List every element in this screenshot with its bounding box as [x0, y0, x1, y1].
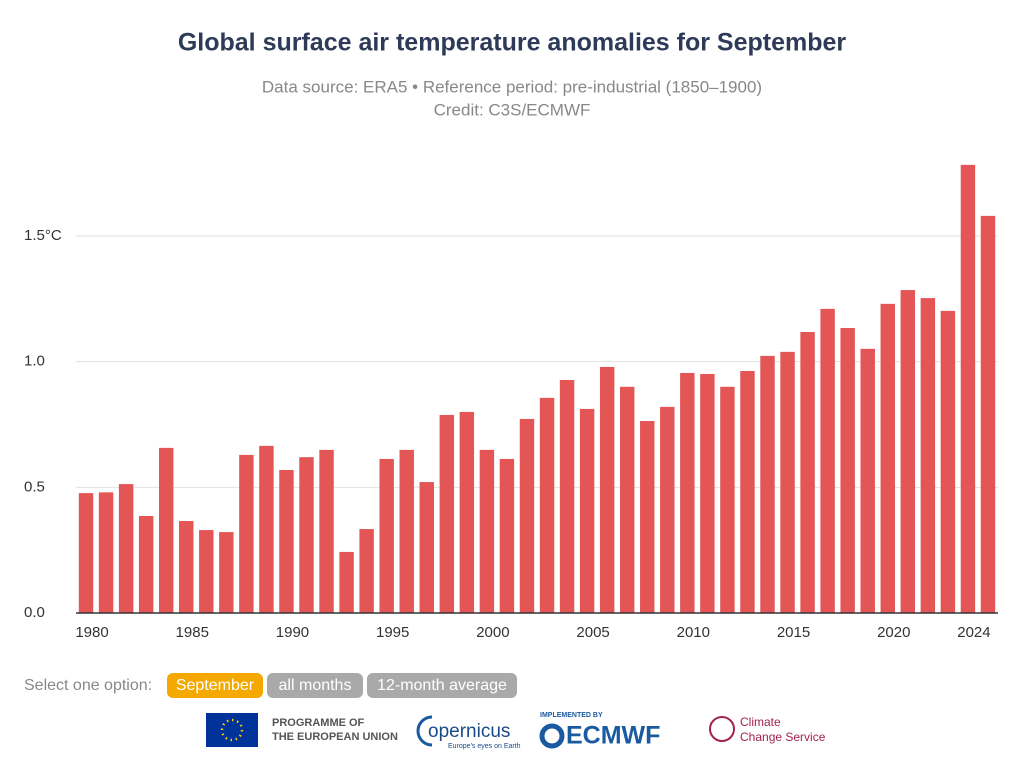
bar [259, 445, 274, 613]
bar [299, 457, 314, 613]
x-tick-label: 1980 [75, 624, 108, 641]
x-tick-label: 1995 [376, 624, 409, 641]
option-bg [267, 673, 363, 698]
c3s-text: Climate [740, 715, 781, 729]
bar [319, 449, 334, 613]
bar [559, 380, 575, 613]
bar [419, 482, 434, 613]
bar [740, 370, 755, 613]
bar [98, 492, 114, 613]
chart-credit: Credit: C3S/ECMWF [434, 100, 591, 119]
bar [599, 366, 615, 613]
option-button[interactable]: September [167, 673, 263, 698]
bar [640, 420, 655, 613]
option-bg [367, 673, 517, 698]
x-tick-label: 2024 [957, 624, 990, 641]
option-bg [167, 673, 263, 698]
ecmwf-mark [539, 723, 565, 749]
ecmwf-name: ECMWF [566, 722, 660, 750]
bar [539, 397, 555, 613]
copernicus-logo: opernicus Europe's eyes on Earth [416, 715, 521, 750]
bar [820, 308, 835, 613]
eu-logo: PROGRAMME OF THE EUROPEAN UNION [206, 713, 398, 747]
bar [760, 355, 775, 613]
bar [399, 449, 414, 613]
c3s-logo: Climate Change Service [709, 715, 826, 744]
eu-text: PROGRAMME OF [272, 717, 365, 729]
bar [680, 372, 695, 613]
bar [720, 386, 735, 613]
eu-stars [220, 718, 244, 742]
c3s-mark [709, 716, 735, 742]
bar [179, 521, 194, 613]
bar [700, 373, 715, 613]
bar [499, 458, 515, 613]
x-tick-label: 2020 [877, 624, 910, 641]
x-tick-label: 2000 [476, 624, 509, 641]
bar [379, 458, 394, 613]
copernicus-c [416, 715, 433, 747]
eu-text: THE EUROPEAN UNION [272, 731, 398, 743]
bar [279, 469, 294, 613]
bar [359, 529, 374, 613]
bar [579, 408, 595, 613]
option-text: all months [279, 677, 352, 694]
bar [519, 418, 535, 613]
bar [479, 449, 495, 613]
bar [780, 351, 795, 613]
bar [860, 348, 875, 613]
eu-flag [206, 713, 258, 747]
option-button[interactable]: all months [267, 673, 363, 698]
x-tick-label: 1990 [276, 624, 309, 641]
bar [239, 454, 254, 613]
bar [138, 515, 154, 613]
bar [940, 310, 956, 613]
plot: 0.0 0.5 1.0 1.5°C 1980 1985 1990 1995 2000 2005 20… [24, 164, 998, 641]
x-tick-label: 2015 [777, 624, 810, 641]
c3s-text: Change Service [740, 730, 826, 744]
bar [158, 447, 174, 613]
y-tick-label: 0.0 [24, 604, 45, 621]
y-tick-label: 1.0 [24, 353, 45, 370]
x-tick-label: 2005 [576, 624, 609, 641]
copernicus-tagline: Europe's eyes on Earth [448, 743, 521, 750]
bar [619, 386, 635, 613]
copernicus-name: opernicus [428, 721, 510, 742]
option-button[interactable]: 12-month average [367, 673, 517, 698]
bar [219, 532, 234, 613]
y-tick-label: 0.5 [24, 478, 45, 495]
x-tick-label: 1985 [176, 624, 209, 641]
controls-label: Select one option: [24, 677, 152, 694]
bar [880, 303, 895, 613]
bar [339, 551, 354, 613]
bar [960, 164, 976, 613]
bar [439, 414, 455, 613]
bar [660, 406, 675, 613]
bar [118, 484, 134, 613]
option-text: September [176, 677, 255, 694]
chart-title: Global surface air temperature anomalies… [178, 29, 847, 57]
bar [980, 215, 996, 614]
bar [199, 530, 214, 613]
bar [920, 298, 936, 613]
bar [900, 290, 916, 613]
option-text: 12-month average [377, 677, 507, 694]
bar [78, 493, 94, 613]
ecmwf-logo: IMPLEMENTED BY ECMWF [539, 712, 660, 750]
bar [840, 327, 855, 613]
y-tick-label: 1.5°C [24, 227, 62, 244]
chart-subtitle: Data source: ERA5 • Reference period: pr… [262, 77, 762, 96]
ecmwf-caption: IMPLEMENTED BY [540, 712, 603, 719]
x-tick-label: 2010 [677, 624, 710, 641]
bar [459, 411, 475, 613]
bar [800, 332, 815, 613]
